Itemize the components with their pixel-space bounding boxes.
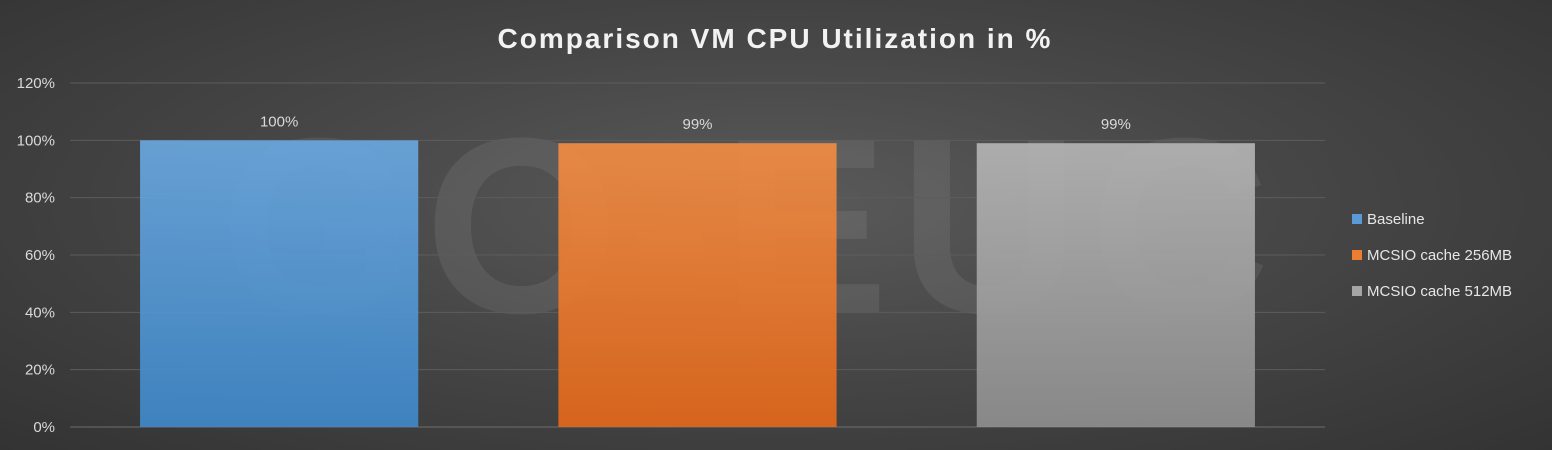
y-tick-label: 20% (25, 362, 55, 379)
bar-1 (140, 140, 419, 428)
legend-label: Baseline (1367, 211, 1425, 228)
chart-title: Comparison VM CPU Utilization in % (498, 23, 1053, 54)
data-labels: 100% 99% 99% (260, 113, 1131, 133)
data-label: 99% (1101, 116, 1131, 133)
legend-swatch (1352, 286, 1362, 296)
y-tick-label: 120% (17, 75, 55, 92)
bars (140, 140, 1255, 428)
y-tick-label: 100% (17, 132, 55, 149)
bar-2 (558, 143, 837, 427)
data-label: 100% (260, 113, 298, 130)
y-axis: 0% 20% 40% 60% 80% 100% 120% (17, 75, 55, 436)
y-tick-label: 0% (33, 419, 55, 436)
bar-3 (976, 143, 1255, 427)
data-label: 99% (682, 116, 712, 133)
legend-swatch (1352, 214, 1362, 224)
y-tick-label: 40% (25, 304, 55, 321)
legend-swatch (1352, 250, 1362, 260)
legend-label: MCSIO cache 256MB (1367, 247, 1512, 264)
y-tick-label: 60% (25, 247, 55, 264)
legend-label: MCSIO cache 512MB (1367, 283, 1512, 300)
legend: Baseline MCSIO cache 256MB MCSIO cache 512… (1352, 211, 1512, 300)
y-tick-label: 80% (25, 190, 55, 207)
